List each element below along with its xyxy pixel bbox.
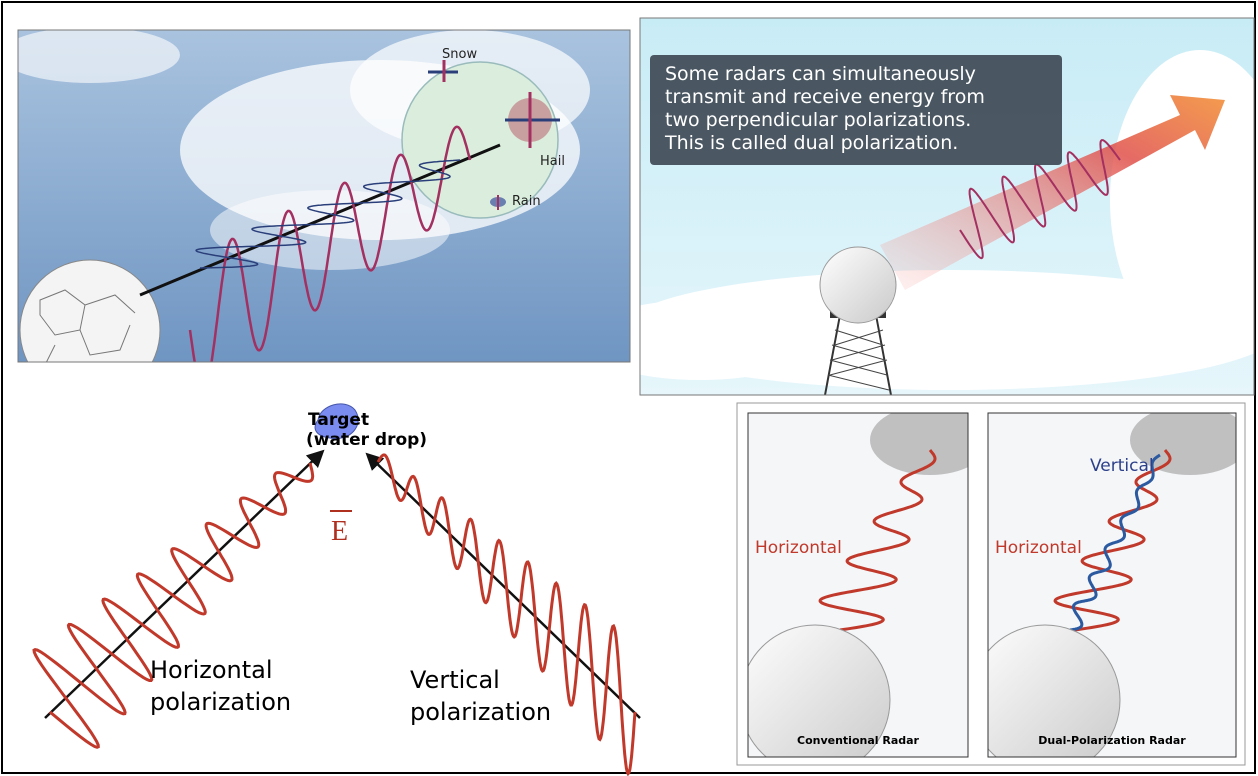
caption-line: transmit and receive energy from — [665, 86, 985, 108]
horizontal-label: Horizontal — [995, 538, 1082, 558]
panel-dual: Vertical Horizontal Dual-Polarization Ra… — [970, 405, 1250, 775]
horizontal-label: Horizontal — [755, 538, 842, 558]
vertical-line-1: Vertical — [410, 666, 500, 694]
target-line-1: Target — [308, 410, 369, 430]
target-line-2: (water drop) — [306, 430, 427, 450]
field-symbol: E — [331, 516, 348, 547]
label-snow: Snow — [442, 47, 477, 62]
vertical-label: Vertical — [1090, 456, 1154, 476]
caption: Conventional Radar — [797, 734, 920, 747]
label-hail: Hail — [540, 154, 565, 169]
vertical-line-2: polarization — [410, 698, 551, 726]
caption-line: This is called dual polarization. — [664, 132, 958, 154]
figure: Snow Hail Rain Some radars can simultane… — [0, 0, 1258, 776]
caption-line: Some radars can simultaneously — [665, 63, 976, 85]
caption-line: two perpendicular polarizations. — [665, 109, 971, 131]
panel-conventional: Horizontal Conventional Radar — [740, 405, 990, 775]
label-rain: Rain — [512, 194, 541, 209]
horizontal-line-1: Horizontal — [150, 656, 273, 684]
horizontal-line-2: polarization — [150, 688, 291, 716]
caption: Dual-Polarization Radar — [1038, 734, 1186, 747]
panel-polarization: Target (water drop) E Horizontal polariz… — [34, 404, 640, 774]
panel-scatter: Snow Hail Rain — [0, 27, 630, 400]
